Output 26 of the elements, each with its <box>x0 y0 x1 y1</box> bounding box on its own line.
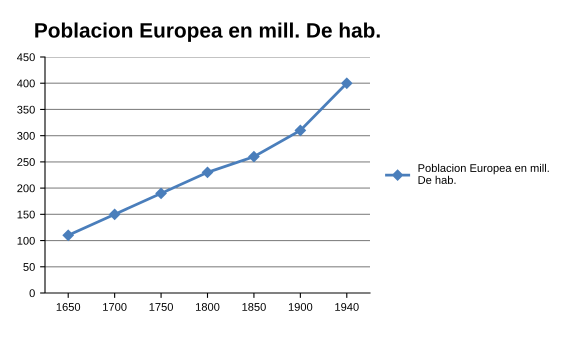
y-tick-label: 50 <box>23 263 35 271</box>
x-tick-label: 1940 <box>335 303 359 311</box>
point <box>202 166 214 178</box>
legend-label: Poblacion Europea en mill. De hab. <box>418 164 549 184</box>
y-tick-label: 350 <box>17 106 35 114</box>
y-tick-label: 400 <box>16 79 35 88</box>
point <box>155 188 167 199</box>
point <box>62 230 74 241</box>
y-tick-label: 0 <box>30 289 35 298</box>
y-tick-label: 250 <box>17 158 35 166</box>
y-tick-label: 100 <box>18 236 35 245</box>
point <box>341 78 352 89</box>
point <box>109 208 120 220</box>
y-tick-label: 150 <box>18 210 35 218</box>
point <box>248 151 260 162</box>
x-tick-label: 1900 <box>288 303 312 311</box>
y-tick-label: 200 <box>17 184 35 192</box>
y-tick-label: 300 <box>17 132 35 140</box>
y-tick-label: 450 <box>16 53 35 62</box>
x-tick-label: 1650 <box>56 303 80 311</box>
point <box>294 124 306 136</box>
x-tick-label: 1850 <box>242 303 266 311</box>
x-tick-label: 1700 <box>103 303 127 311</box>
x-tick-label: 1750 <box>150 303 173 311</box>
x-tick-label: 1800 <box>196 303 220 311</box>
chart-title: Poblacion Europea en mill. De hab. <box>35 22 380 42</box>
